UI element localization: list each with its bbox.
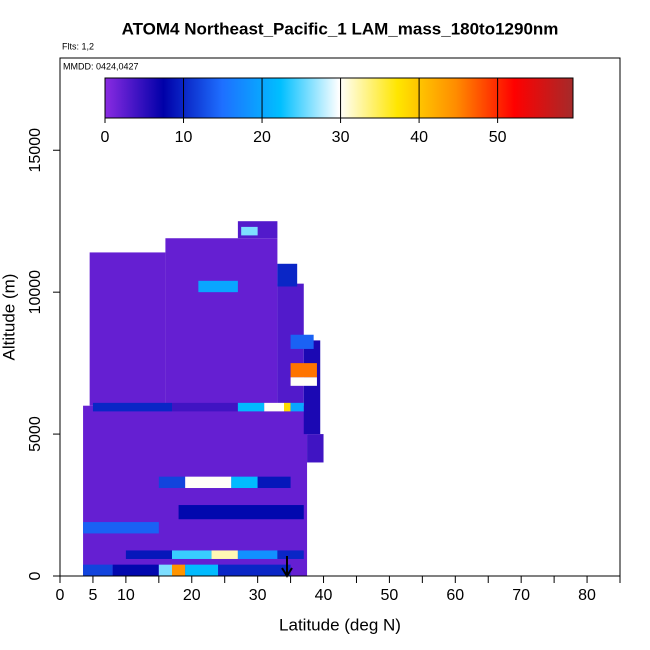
subtitle: Flts: 1,2 [62, 41, 94, 51]
cell [158, 564, 172, 576]
cell [185, 564, 219, 576]
colorbar [104, 77, 574, 119]
cell [92, 402, 172, 412]
cell [165, 238, 278, 406]
cell [89, 252, 166, 406]
cell [284, 402, 291, 412]
y-tick-label: 5000 [27, 416, 44, 452]
colorbar-tick-label: 40 [410, 129, 428, 146]
cell [290, 402, 304, 412]
cell [198, 280, 238, 293]
cell [178, 505, 304, 520]
curtain [83, 221, 324, 576]
cell [290, 363, 317, 378]
cell [277, 263, 298, 287]
cell [172, 550, 212, 559]
x-tick-label: 10 [117, 587, 135, 604]
colorbar-tick-label: 0 [101, 129, 110, 146]
cell [231, 476, 258, 489]
cell [172, 402, 238, 412]
x-tick-label: 5 [88, 587, 97, 604]
colorbar-tick-label: 10 [175, 129, 193, 146]
cell [241, 226, 258, 236]
x-tick-label: 40 [315, 587, 333, 604]
cell [257, 476, 291, 489]
cell [277, 550, 304, 559]
cell [307, 434, 324, 463]
cell [83, 522, 159, 534]
cell [172, 564, 186, 576]
y-tick-label: 0 [27, 571, 44, 580]
cell [185, 476, 232, 489]
x-tick-label: 70 [512, 587, 530, 604]
x-axis-label: Latitude (deg N) [279, 615, 401, 634]
cell [264, 402, 284, 412]
cell [290, 377, 317, 386]
colorbar-tick-label: 30 [332, 129, 350, 146]
plot-frame [59, 57, 621, 577]
chart-title: ATOM4 Northeast_Pacific_1 LAM_mass_180to… [122, 19, 559, 38]
cell [290, 334, 314, 349]
x-tick-label: 20 [183, 587, 201, 604]
cell [83, 564, 113, 576]
cell [218, 564, 291, 576]
colorbar-tick-label: 20 [253, 129, 271, 146]
cell [83, 405, 308, 576]
arrow [281, 556, 293, 578]
cell [303, 340, 321, 435]
cell [125, 550, 172, 559]
cell [237, 550, 278, 559]
cell [211, 550, 238, 559]
x-tick-label: 30 [249, 587, 267, 604]
colorbar-tick-label: 50 [489, 129, 507, 146]
cell [237, 402, 265, 412]
y-axis-label: Altitude (m) [0, 274, 18, 361]
cell [112, 564, 159, 576]
x-tick-label: 0 [56, 587, 65, 604]
cell [158, 476, 186, 489]
x-tick-label: 80 [578, 587, 596, 604]
y-tick-label: 15000 [27, 128, 44, 173]
x-tick-label: 60 [446, 587, 464, 604]
x-tick-label: 50 [381, 587, 399, 604]
annotation: MMDD: 0424,0427 [63, 61, 139, 71]
y-tick-label: 10000 [27, 270, 44, 315]
